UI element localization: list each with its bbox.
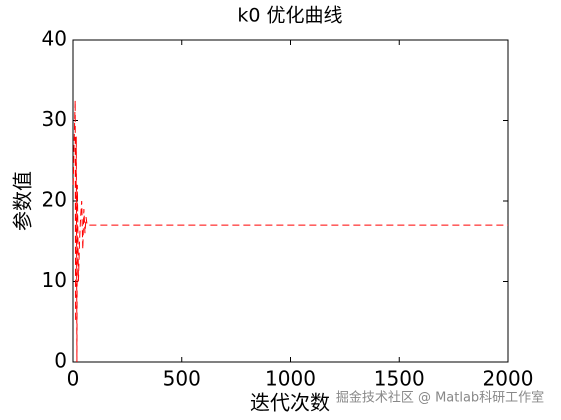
y-tick-label: 0 <box>54 349 67 373</box>
y-tick-label: 20 <box>42 188 67 212</box>
x-tick-label: 500 <box>163 367 201 391</box>
x-tick-label: 0 <box>67 367 80 391</box>
x-tick-label: 1500 <box>374 367 425 391</box>
data-line <box>72 100 508 363</box>
x-tick-label: 2000 <box>483 367 534 391</box>
y-tick-label: 40 <box>42 27 67 51</box>
x-axis-label: 迭代次数 <box>250 391 330 415</box>
chart-title: k0 优化曲线 <box>237 5 342 27</box>
y-axis-label: 参数值 <box>11 171 35 231</box>
x-tick-label: 1000 <box>265 367 316 391</box>
watermark: 掘金技术社区 @ Matlab科研工作室 <box>336 390 544 406</box>
y-tick-label: 30 <box>42 107 67 131</box>
plot-area <box>72 39 509 363</box>
y-tick-label: 10 <box>42 268 67 292</box>
